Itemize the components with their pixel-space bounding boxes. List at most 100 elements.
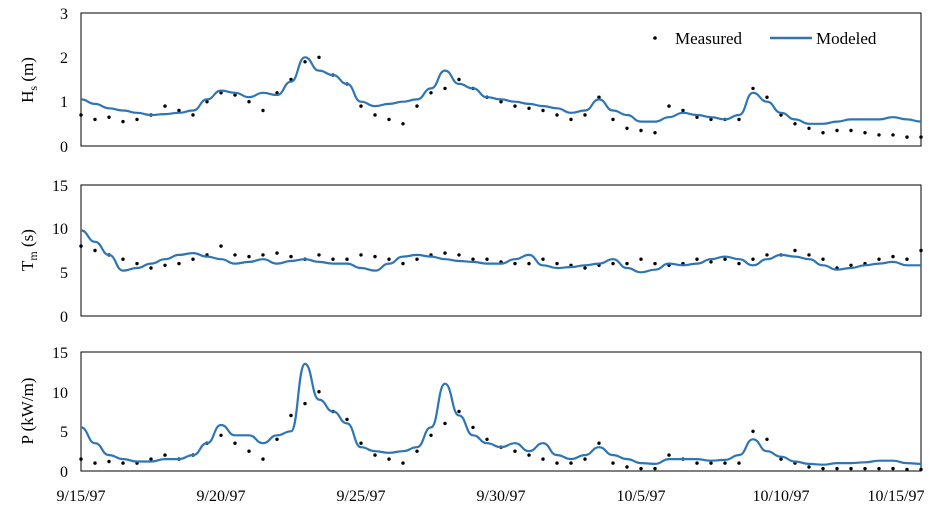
measured-point bbox=[415, 257, 419, 261]
measured-point bbox=[891, 133, 895, 137]
measured-point bbox=[807, 465, 811, 469]
measured-point bbox=[639, 257, 643, 261]
measured-point bbox=[513, 261, 517, 266]
y-tick-labels-power: 15 10 5 0 bbox=[52, 345, 68, 481]
measured-point bbox=[555, 261, 559, 266]
y-tick-label: 15 bbox=[52, 178, 68, 195]
measured-point bbox=[387, 117, 391, 122]
measured-point bbox=[667, 453, 671, 457]
ylabel-tm: Tm (s) bbox=[18, 229, 40, 271]
measured-point bbox=[919, 467, 923, 472]
measured-point bbox=[149, 457, 153, 461]
measured-point bbox=[513, 104, 517, 108]
measured-point bbox=[457, 253, 461, 257]
measured-point bbox=[765, 253, 769, 257]
measured-point bbox=[247, 449, 251, 453]
measured-point bbox=[317, 390, 321, 394]
measured-point bbox=[121, 461, 125, 465]
measured-point bbox=[107, 459, 111, 464]
measured-point bbox=[541, 257, 545, 261]
y-tick-label: 0 bbox=[60, 464, 68, 481]
measured-point bbox=[289, 413, 293, 418]
measured-point bbox=[261, 253, 265, 257]
panel-hs-series bbox=[79, 55, 923, 139]
measured-point bbox=[541, 108, 545, 113]
x-tick-label: 9/20/97 bbox=[197, 488, 246, 505]
measured-point bbox=[877, 133, 881, 137]
legend: Measured Modeled bbox=[653, 29, 877, 48]
measured-point bbox=[93, 248, 97, 253]
measured-point bbox=[751, 86, 755, 91]
measured-point bbox=[611, 261, 615, 266]
measured-point bbox=[555, 461, 559, 465]
measured-point bbox=[891, 466, 895, 471]
measured-point bbox=[513, 449, 517, 453]
y-tick-label: 5 bbox=[60, 265, 68, 282]
measured-point bbox=[835, 466, 839, 471]
x-tick-label: 9/25/97 bbox=[337, 488, 386, 505]
measured-point bbox=[667, 104, 671, 108]
measured-point bbox=[877, 257, 881, 261]
measured-point bbox=[163, 104, 167, 108]
measured-point bbox=[625, 126, 629, 130]
measured-point bbox=[429, 91, 433, 95]
measured-point bbox=[373, 254, 377, 259]
measured-point bbox=[709, 260, 713, 264]
measured-point bbox=[219, 433, 223, 437]
measured-point bbox=[485, 257, 489, 261]
measured-point bbox=[401, 261, 405, 266]
modeled-line bbox=[80, 56, 922, 125]
measured-point bbox=[93, 461, 97, 465]
measured-point bbox=[471, 425, 475, 430]
measured-point bbox=[135, 261, 139, 266]
measured-point bbox=[653, 131, 657, 135]
measured-point bbox=[149, 266, 153, 270]
measured-point bbox=[541, 457, 545, 461]
y-tick-label: 10 bbox=[52, 385, 68, 402]
measured-point bbox=[457, 77, 461, 82]
panel-power-series bbox=[79, 362, 923, 472]
measured-point bbox=[359, 441, 363, 445]
y-tick-label: 0 bbox=[60, 309, 68, 326]
x-tick-label: 10/15/97 bbox=[868, 488, 925, 505]
measured-point bbox=[569, 461, 573, 465]
measured-point bbox=[107, 115, 111, 119]
panel-hs-plot-area bbox=[80, 12, 922, 147]
measured-point bbox=[387, 257, 391, 261]
measured-point bbox=[205, 100, 209, 104]
measured-point bbox=[737, 461, 741, 465]
measured-point bbox=[163, 453, 167, 457]
measured-point bbox=[219, 244, 223, 248]
measured-point bbox=[401, 461, 405, 465]
measured-point bbox=[359, 104, 363, 108]
measured-point bbox=[135, 117, 139, 122]
x-tick-label: 10/10/97 bbox=[753, 488, 810, 505]
measured-point bbox=[303, 401, 307, 406]
measured-point bbox=[891, 254, 895, 259]
measured-point bbox=[79, 457, 83, 461]
modeled-line bbox=[80, 362, 922, 466]
measured-point bbox=[737, 261, 741, 266]
y-tick-labels-tm: 15 10 5 0 bbox=[52, 178, 68, 326]
measured-point bbox=[905, 257, 909, 261]
measured-point bbox=[695, 115, 699, 119]
legend-measured-label: Measured bbox=[675, 29, 743, 48]
measured-point bbox=[345, 257, 349, 261]
measured-point bbox=[779, 457, 783, 461]
measured-point bbox=[625, 261, 629, 266]
measured-point bbox=[471, 257, 475, 261]
measured-point bbox=[303, 60, 307, 64]
measured-point bbox=[695, 461, 699, 465]
measured-point bbox=[177, 261, 181, 266]
measured-point bbox=[163, 263, 167, 267]
measured-point bbox=[261, 457, 265, 461]
measured-point bbox=[653, 466, 657, 471]
modeled-line bbox=[80, 229, 921, 274]
x-tick-label: 9/15/97 bbox=[57, 488, 106, 505]
measured-point bbox=[373, 453, 377, 457]
x-tick-labels: 9/15/97 9/20/97 9/25/97 9/30/97 10/5/97 … bbox=[57, 488, 925, 505]
measured-point bbox=[723, 257, 727, 261]
measured-point bbox=[597, 441, 601, 445]
measured-point bbox=[877, 466, 881, 471]
